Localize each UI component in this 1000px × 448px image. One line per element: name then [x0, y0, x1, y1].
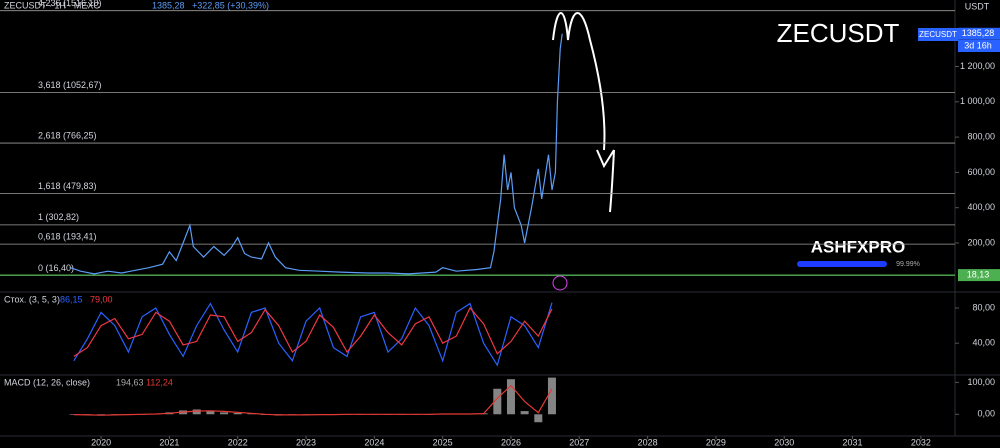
histogram-bar [247, 413, 256, 415]
y-tick-label: 1 000,00 [960, 96, 995, 106]
y-tick-label: 800,00 [967, 131, 995, 141]
x-tick-label: 2026 [501, 437, 521, 447]
fib-label: 4,236 (1516,10) [38, 0, 102, 8]
pane-title: MACD (12, 26, close) [4, 377, 90, 387]
symbol-tag-bg [918, 28, 958, 41]
y-tick-label: 1 200,00 [960, 61, 995, 71]
histogram-bar [534, 414, 543, 423]
pane-title: Стох. (3, 5, 3) [4, 294, 60, 304]
legend-change: +322,85 (+30,39%) [192, 0, 269, 10]
x-tick-label: 2031 [843, 437, 863, 447]
fib-label: 1,618 (479,83) [38, 181, 97, 191]
histogram-bar [220, 412, 229, 415]
pane-value: 112,24 [146, 377, 173, 387]
pane-value: 86,15 [60, 294, 83, 304]
x-tick-label: 2027 [569, 437, 589, 447]
currency: USDT [965, 1, 990, 11]
fib-label: 0 (16,40) [38, 263, 74, 273]
histogram-bar [233, 412, 242, 415]
brand-bar [797, 261, 887, 267]
histogram-bar [206, 411, 215, 415]
y-tick-label: 400,00 [967, 202, 995, 212]
brand-percent: 99.99% [896, 261, 920, 268]
x-tick-label: 2029 [706, 437, 726, 447]
y-tick-label: 600,00 [967, 167, 995, 177]
pane-value: 194,63 [116, 377, 144, 387]
fib-label: 1 (302,82) [38, 212, 79, 222]
x-tick-label: 2023 [296, 437, 316, 447]
symbol-tag: ZECUSDT [919, 30, 957, 39]
legend-symbol: ZECUSDT · 1H · MEXC [4, 0, 100, 10]
x-tick-label: 2030 [774, 437, 794, 447]
projection-arrow [552, 12, 615, 213]
price-label-bg [958, 27, 1000, 40]
histogram-bar [493, 388, 502, 415]
price-label: 1385,28 [962, 28, 995, 38]
y-tick-label: 100,00 [967, 377, 995, 387]
histogram-bar [506, 379, 515, 415]
histogram-bar [520, 411, 529, 415]
histogram-bar [69, 414, 78, 415]
x-tick-label: 2032 [911, 437, 931, 447]
series-line [70, 33, 563, 275]
price-label: 18,13 [967, 269, 990, 279]
x-tick-label: 2028 [638, 437, 658, 447]
y-tick-label: 40,00 [972, 338, 995, 348]
x-tick-label: 2020 [91, 437, 111, 447]
countdown-bg [958, 40, 1000, 52]
event-icon [552, 275, 568, 291]
countdown: 3d 16h [964, 40, 992, 50]
legend-price: 1385,28 [152, 0, 185, 10]
x-tick-label: 2022 [228, 437, 248, 447]
brand: ASHFXPRO [811, 237, 905, 256]
fib-label: 2,618 (766,25) [38, 130, 97, 140]
histogram-bar [547, 377, 556, 415]
x-tick-label: 2021 [159, 437, 179, 447]
y-tick-label: 80,00 [972, 302, 995, 312]
series-line [73, 306, 553, 357]
x-tick-label: 2024 [364, 437, 384, 447]
fib-label: 0,618 (193,41) [38, 232, 97, 242]
pane-value: 79,00 [90, 294, 113, 304]
fib-label: 3,618 (1052,67) [38, 80, 102, 90]
histogram-bar [192, 409, 201, 415]
series-line [73, 384, 553, 416]
watermark: ZECUSDT [777, 18, 900, 48]
y-tick-label: 200,00 [967, 237, 995, 247]
x-tick-label: 2025 [433, 437, 453, 447]
y-tick-label: 0,00 [977, 409, 995, 419]
price-label-bg [958, 269, 1000, 282]
